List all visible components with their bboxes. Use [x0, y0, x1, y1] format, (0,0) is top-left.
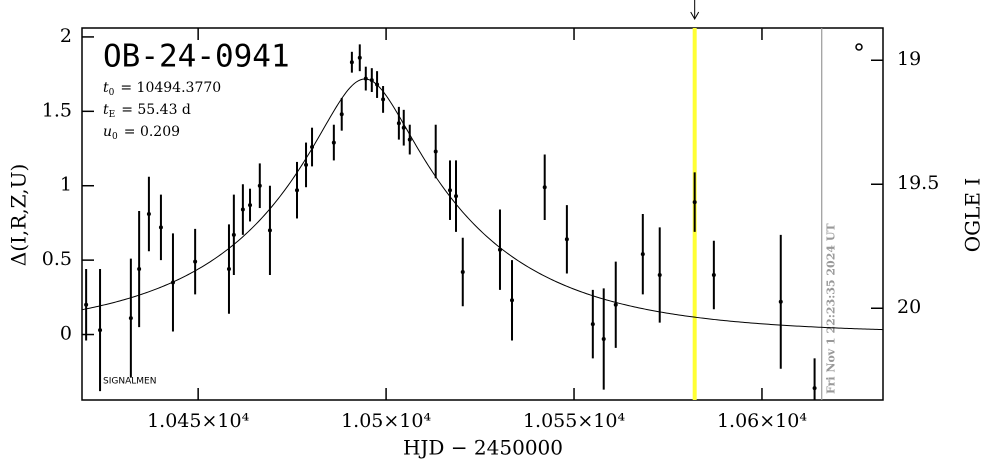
data-point [128, 316, 133, 321]
x-tick-label: 1.06×10⁴ [717, 410, 807, 432]
chart-title: OB-24-0941 [103, 39, 290, 75]
data-point [778, 299, 783, 304]
data-point [267, 228, 272, 233]
data-point [640, 252, 645, 257]
data-point [137, 267, 142, 272]
y-tick-label: 2 [60, 25, 72, 47]
x-tick-label: 1.045×10⁴ [147, 410, 249, 432]
data-point [310, 145, 315, 150]
data-point [339, 112, 344, 117]
date-text: Fri Nov 1 22:23:35 2024 UT [825, 223, 838, 394]
y2-tick-label: 19.5 [897, 172, 939, 194]
data-point [349, 60, 354, 65]
data-point [304, 162, 309, 167]
param-sub: 0 [112, 132, 118, 142]
footnote: SIGNALMEN [103, 377, 156, 387]
param: t0 = 10494.3770 [103, 80, 221, 98]
data-point [381, 97, 386, 102]
data-point [812, 386, 817, 391]
data-point [84, 302, 89, 307]
y-axis-label: Δ(I,R,Z,U) [7, 164, 31, 266]
x-tick-label: 1.055×10⁴ [523, 410, 625, 432]
data-point [454, 194, 459, 199]
param: u0 = 0.209 [103, 124, 180, 142]
y-tick-label: 1 [60, 174, 72, 196]
data-point [369, 78, 374, 83]
param-symbol: t [103, 102, 109, 118]
data-point [363, 76, 368, 81]
data-point [295, 188, 300, 193]
data-point [613, 302, 618, 307]
param-value: = 10494.3770 [120, 80, 221, 96]
data-point [590, 322, 595, 327]
data-point [146, 212, 151, 216]
plot-frame [81, 27, 884, 401]
y2-axis-label: OGLE I [961, 178, 985, 253]
data-point [542, 185, 547, 190]
data-point [193, 259, 198, 264]
data-point [248, 203, 253, 208]
data-point [460, 270, 465, 275]
param: tE = 55.43 d [103, 102, 191, 120]
y-tick-label: 0 [60, 323, 72, 345]
param-sub: 0 [109, 88, 115, 98]
param-sub: E [109, 110, 116, 120]
data-point [357, 55, 362, 60]
param-value: = 55.43 d [121, 102, 191, 118]
param-symbol: t [103, 80, 109, 96]
data-point [692, 200, 697, 205]
y2-tick-label: 20 [897, 296, 921, 318]
x-axis-label: HJD − 2450000 [403, 436, 563, 459]
data-point [98, 328, 103, 333]
data-point [711, 273, 716, 278]
corner-symbol [855, 43, 863, 51]
data-point [564, 237, 569, 242]
data-point [375, 82, 380, 87]
x-tick-label: 1.05×10⁴ [341, 410, 431, 432]
data-point [226, 267, 231, 272]
data-point [331, 140, 336, 145]
y-tick-label: 0.5 [42, 248, 72, 270]
param-value: = 0.209 [124, 124, 180, 140]
data-point [447, 188, 452, 193]
arrow-head [690, 11, 700, 21]
data-point [231, 232, 236, 237]
data-point [257, 183, 262, 188]
model-curve [82, 78, 883, 331]
data-point [497, 247, 502, 252]
data-point [601, 336, 606, 341]
data-point [401, 125, 406, 130]
param-symbol: u [103, 124, 112, 140]
data-point [396, 121, 401, 126]
data-point [170, 280, 175, 285]
y2-tick-label: 19 [897, 48, 921, 70]
data-point [158, 225, 163, 230]
data-point [433, 149, 438, 154]
data-point [240, 207, 245, 212]
data-point [407, 137, 412, 142]
y-tick-label: 1.5 [42, 99, 72, 121]
data-point [510, 298, 515, 303]
data-point [657, 273, 662, 278]
